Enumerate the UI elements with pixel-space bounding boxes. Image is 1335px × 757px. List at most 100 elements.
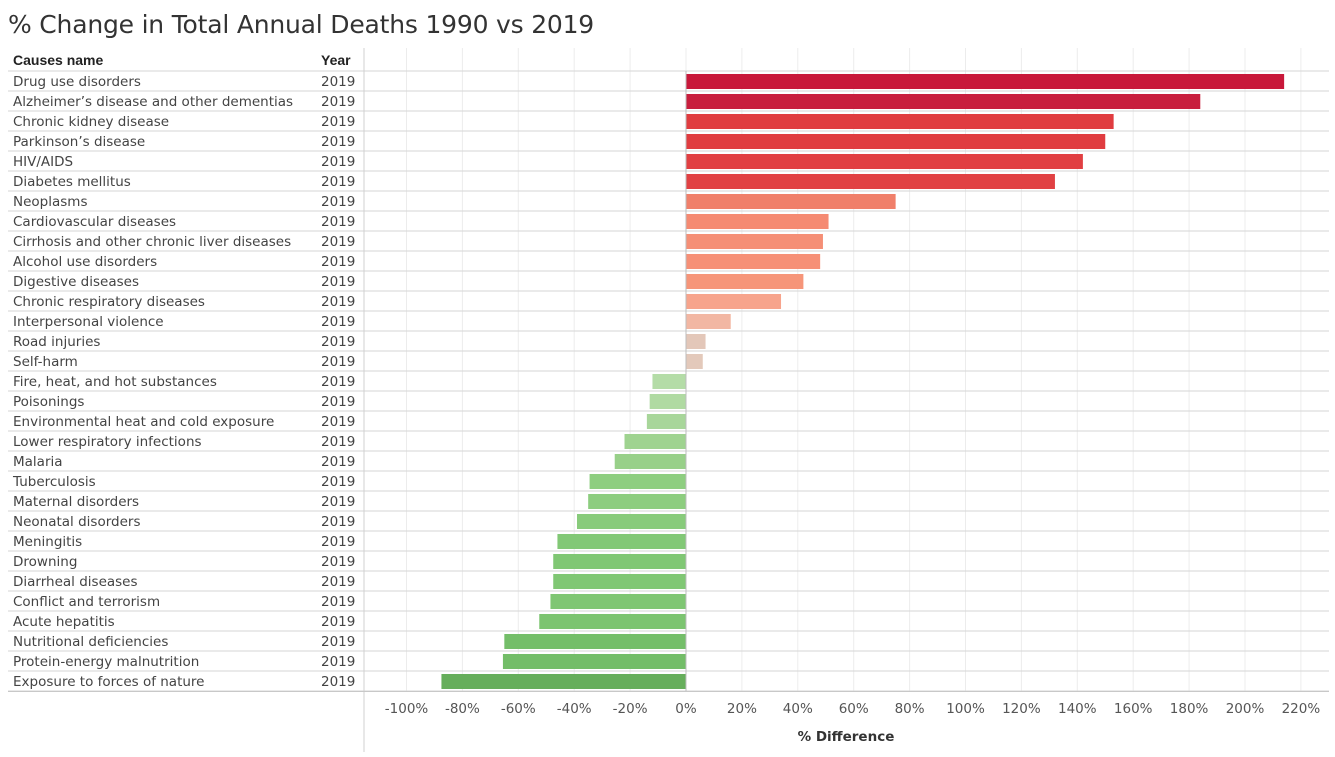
x-tick-label: 80% — [895, 701, 925, 717]
year-label: 2019 — [321, 94, 355, 110]
year-label: 2019 — [321, 114, 355, 130]
cause-label: Interpersonal violence — [13, 314, 164, 330]
year-label: 2019 — [321, 194, 355, 210]
x-tick-label: -100% — [385, 701, 429, 717]
cause-label: Cardiovascular diseases — [13, 214, 176, 230]
year-label: 2019 — [321, 554, 355, 570]
x-tick-label: 180% — [1170, 701, 1209, 717]
x-axis-title: % Difference — [798, 729, 895, 745]
bar — [686, 234, 823, 249]
x-tick-label: 140% — [1058, 701, 1097, 717]
x-tick-label: 100% — [946, 701, 985, 717]
bar — [553, 554, 686, 569]
bar — [502, 654, 686, 669]
bar — [652, 374, 686, 389]
year-label: 2019 — [321, 394, 355, 410]
cause-label: Environmental heat and cold exposure — [13, 414, 274, 430]
year-label: 2019 — [321, 614, 355, 630]
bar — [686, 154, 1083, 169]
year-label: 2019 — [321, 474, 355, 490]
cause-label: HIV/AIDS — [13, 154, 73, 170]
cause-label: Alcohol use disorders — [13, 254, 157, 270]
year-label: 2019 — [321, 154, 355, 170]
x-tick-label: 120% — [1002, 701, 1041, 717]
bar — [504, 634, 686, 649]
bar — [614, 454, 686, 469]
cause-label: Malaria — [13, 454, 63, 470]
x-tick-label: -20% — [613, 701, 648, 717]
year-label: 2019 — [321, 674, 355, 690]
bar — [550, 594, 686, 609]
bar — [589, 474, 686, 489]
header-year: Year — [321, 52, 351, 68]
year-label: 2019 — [321, 374, 355, 390]
cause-label: Cirrhosis and other chronic liver diseas… — [13, 234, 291, 250]
year-label: 2019 — [321, 534, 355, 550]
year-label: 2019 — [321, 314, 355, 330]
year-label: 2019 — [321, 574, 355, 590]
year-label: 2019 — [321, 74, 355, 90]
cause-label: Fire, heat, and hot substances — [13, 374, 217, 390]
cause-label: Neoplasms — [13, 194, 87, 210]
year-label: 2019 — [321, 434, 355, 450]
x-tick-label: -40% — [557, 701, 592, 717]
bar — [686, 274, 804, 289]
cause-label: Meningitis — [13, 534, 82, 550]
year-label: 2019 — [321, 214, 355, 230]
year-label: 2019 — [321, 354, 355, 370]
bar — [686, 94, 1201, 109]
cause-label: Chronic kidney disease — [13, 114, 169, 130]
bar — [686, 114, 1114, 129]
bar — [686, 134, 1106, 149]
cause-label: Drowning — [13, 554, 77, 570]
year-label: 2019 — [321, 634, 355, 650]
bar — [686, 194, 896, 209]
bar — [646, 414, 686, 429]
cause-label: Lower respiratory infections — [13, 434, 202, 450]
bar — [553, 574, 686, 589]
x-tick-label: 40% — [783, 701, 813, 717]
bar — [624, 434, 686, 449]
year-label: 2019 — [321, 494, 355, 510]
cause-label: Protein-energy malnutrition — [13, 654, 199, 670]
year-label: 2019 — [321, 294, 355, 310]
cause-label: Diabetes mellitus — [13, 174, 131, 190]
x-tick-label: 200% — [1226, 701, 1265, 717]
bar — [557, 534, 686, 549]
cause-label: Chronic respiratory diseases — [13, 294, 205, 310]
year-label: 2019 — [321, 514, 355, 530]
bar — [686, 334, 706, 349]
bar — [588, 494, 686, 509]
cause-label: Maternal disorders — [13, 494, 139, 510]
x-tick-label: -60% — [501, 701, 536, 717]
bar — [686, 174, 1055, 189]
header-causes-name: Causes name — [13, 52, 104, 68]
cause-label: Tuberculosis — [12, 474, 96, 490]
x-tick-label: 220% — [1282, 701, 1321, 717]
cause-label: Nutritional deficiencies — [13, 634, 168, 650]
year-label: 2019 — [321, 654, 355, 670]
year-label: 2019 — [321, 174, 355, 190]
cause-label: Parkinson’s disease — [13, 134, 145, 150]
bar — [649, 394, 686, 409]
x-tick-label: -80% — [445, 701, 480, 717]
bar — [686, 74, 1285, 89]
bar — [539, 614, 686, 629]
x-tick-label: 60% — [839, 701, 869, 717]
bar — [686, 214, 829, 229]
year-label: 2019 — [321, 414, 355, 430]
cause-label: Self-harm — [13, 354, 78, 370]
x-tick-label: 20% — [727, 701, 757, 717]
x-tick-label: 160% — [1114, 701, 1153, 717]
cause-label: Exposure to forces of nature — [13, 674, 205, 690]
cause-label: Acute hepatitis — [13, 614, 115, 630]
chart-title: % Change in Total Annual Deaths 1990 vs … — [8, 10, 595, 39]
cause-label: Drug use disorders — [13, 74, 141, 90]
x-tick-label: 0% — [675, 701, 697, 717]
cause-label: Road injuries — [13, 334, 100, 350]
bar — [686, 354, 703, 369]
cause-label: Neonatal disorders — [13, 514, 141, 530]
cause-label: Poisonings — [13, 394, 84, 410]
year-label: 2019 — [321, 594, 355, 610]
